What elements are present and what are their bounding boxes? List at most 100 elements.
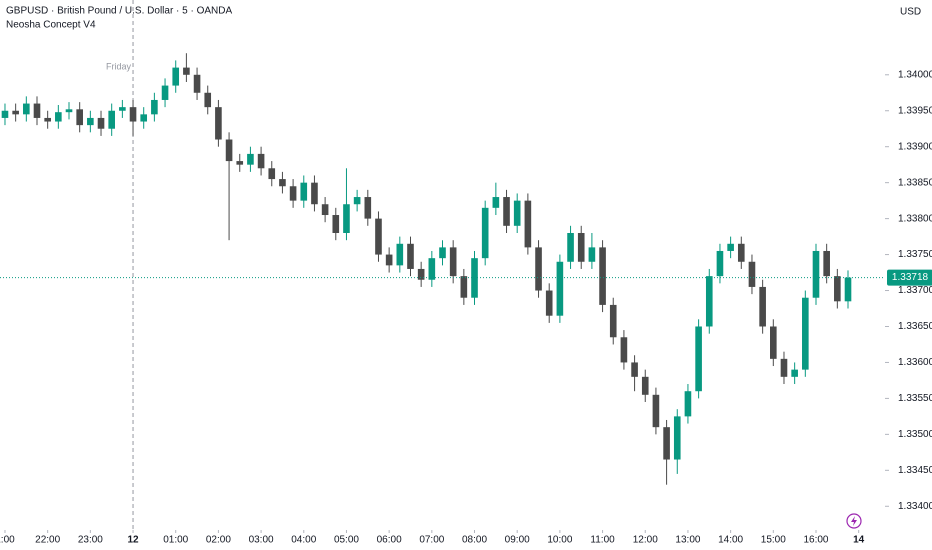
candle-body: [834, 276, 841, 302]
candle-body: [97, 117, 105, 129]
x-tick-label: 04:00: [291, 535, 316, 546]
candle-body: [311, 182, 318, 205]
x-tick-label: 15:00: [761, 535, 786, 546]
candle-body: [161, 85, 169, 100]
candle-body: [791, 369, 798, 377]
candle-body: [759, 286, 766, 327]
candle-body: [599, 247, 606, 305]
x-tick-label: 12: [127, 535, 139, 546]
candle-body: [353, 197, 361, 205]
candle-body: [524, 200, 532, 248]
candle-body: [108, 110, 116, 129]
x-tick-label: 12:00: [633, 535, 658, 546]
x-tick-label: 02:00: [206, 535, 231, 546]
candle-body: [812, 250, 820, 298]
candle-body: [588, 247, 596, 262]
y-tick-label: 1.33600: [898, 357, 932, 368]
candle-body: [716, 250, 724, 277]
y-tick-label: 1.33650: [898, 321, 932, 332]
candle-body: [460, 276, 468, 298]
candle-body: [567, 232, 574, 262]
candle-body: [663, 427, 670, 460]
candle-body: [204, 92, 212, 108]
candle-body: [449, 247, 457, 277]
x-tick-label: 14:00: [718, 535, 743, 546]
candle-body: [535, 247, 542, 291]
candle-body: [396, 243, 404, 266]
candle-body: [193, 74, 201, 93]
candle-body: [289, 186, 297, 201]
y-tick-label: 1.33850: [898, 177, 932, 188]
candle-body: [577, 232, 585, 262]
candle-body: [12, 110, 19, 115]
candle-body: [481, 207, 489, 259]
y-tick-label: 1.33450: [898, 465, 932, 476]
candle-body: [343, 204, 350, 233]
candle-body: [769, 326, 777, 359]
session-label: Friday: [106, 61, 132, 71]
candle-body: [215, 107, 222, 140]
candle-body: [652, 394, 660, 428]
x-tick-label: 16:00: [803, 535, 828, 546]
candle-body: [247, 153, 254, 165]
indicator-name: Neosha Concept V4: [6, 20, 96, 31]
candle-body: [268, 168, 276, 180]
x-tick-label: 03:00: [249, 535, 274, 546]
candle-body: [87, 117, 94, 126]
x-tick-label: 14: [853, 535, 865, 546]
candle-body: [1, 110, 9, 118]
candle-body: [172, 67, 180, 86]
x-tick-label: 01:00: [163, 535, 188, 546]
alert-circle[interactable]: [846, 513, 862, 529]
candle-body: [545, 290, 553, 316]
y-tick-label: 1.33400: [898, 501, 932, 512]
candle-body: [44, 117, 51, 122]
y-tick-label: 1.33750: [898, 249, 932, 260]
currency-label: USD: [900, 7, 921, 18]
candle-body: [183, 67, 190, 75]
chart-title: GBPUSD · British Pound / U.S. Dollar · 5…: [6, 6, 233, 17]
x-tick-label: 1:00: [0, 535, 15, 546]
y-tick-label: 1.33500: [898, 429, 932, 440]
candle-body: [823, 250, 830, 277]
candle-body: [236, 161, 244, 165]
candle-body: [76, 109, 83, 126]
x-tick-label: 23:00: [78, 535, 103, 546]
candle-body: [119, 107, 126, 111]
candle-body: [33, 103, 41, 118]
x-tick-label: 09:00: [505, 535, 530, 546]
candle-body: [332, 215, 340, 233]
last-price-box: [887, 269, 932, 286]
candle-body: [780, 358, 788, 377]
candle-body: [225, 139, 233, 162]
candle-body: [844, 277, 852, 302]
candle-body: [727, 243, 734, 251]
candle-body: [439, 247, 446, 259]
alert-bolt[interactable]: [851, 516, 857, 526]
candle-body: [428, 258, 436, 280]
x-tick-label: 11:00: [590, 535, 615, 546]
x-tick-label: 05:00: [334, 535, 359, 546]
candle-body: [385, 254, 393, 266]
x-tick-label: 08:00: [462, 535, 487, 546]
candle-body: [609, 304, 617, 338]
y-tick-label: 1.33550: [898, 393, 932, 404]
candle-body: [417, 268, 425, 280]
x-tick-label: 10:00: [547, 535, 572, 546]
candle-body: [503, 197, 510, 226]
alert-icon[interactable]: [846, 513, 862, 529]
candle-body: [492, 197, 500, 208]
candle-body: [55, 112, 62, 122]
candle-body: [140, 114, 148, 122]
candle-body: [556, 261, 564, 316]
candle-body: [705, 276, 713, 327]
x-tick-label: 22:00: [35, 535, 60, 546]
candle-body: [65, 109, 73, 113]
candle-body: [748, 261, 756, 287]
candle-body: [23, 103, 30, 115]
candle-body: [802, 297, 809, 370]
candle-body: [300, 182, 308, 201]
candle-body: [375, 218, 382, 255]
candle-body: [129, 107, 137, 122]
